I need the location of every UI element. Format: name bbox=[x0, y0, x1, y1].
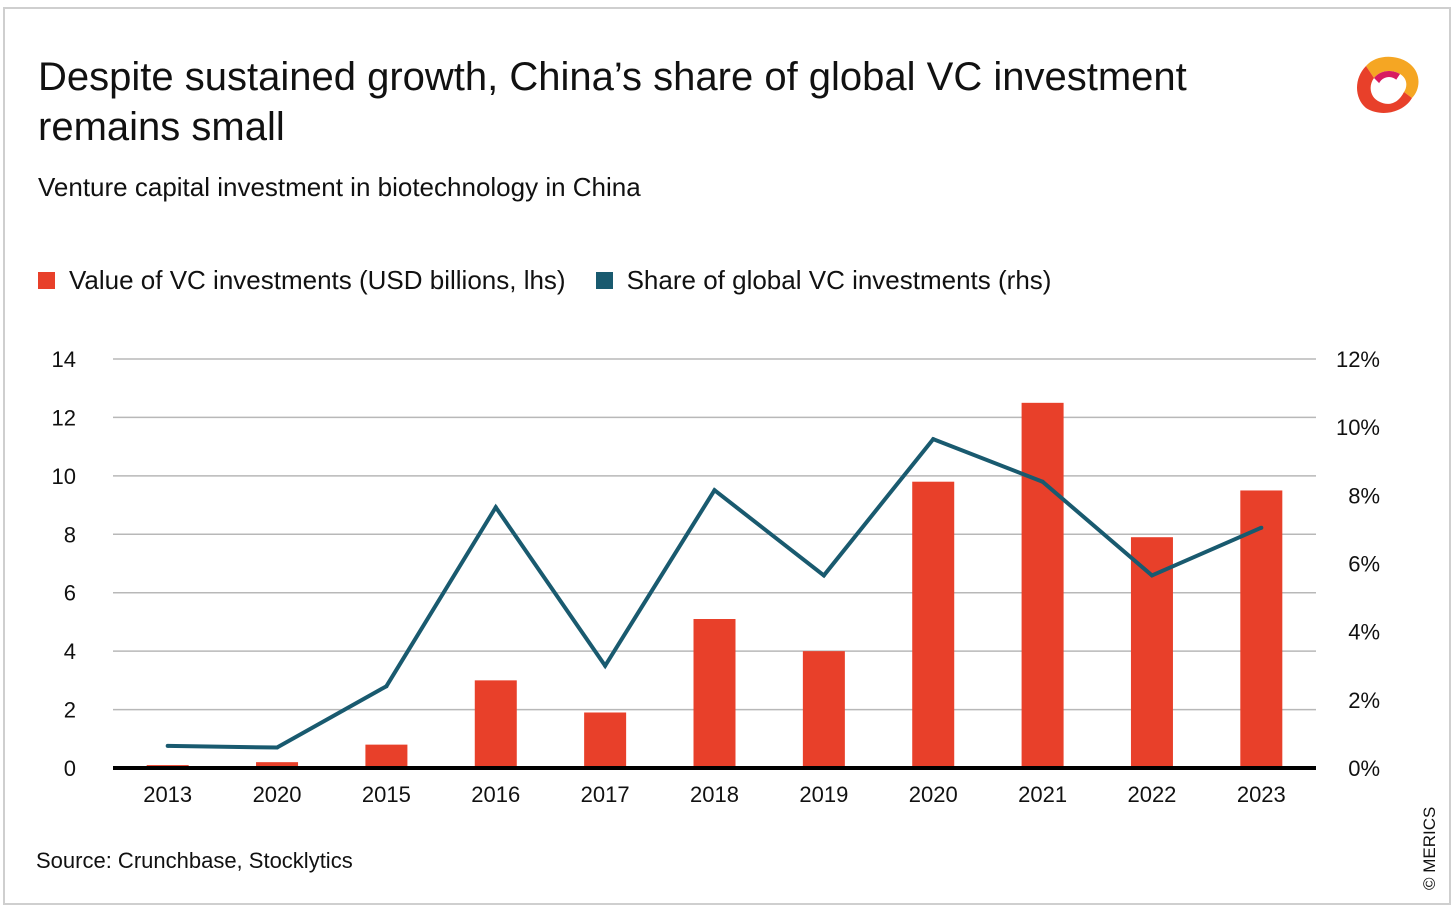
legend-label-bars: Value of VC investments (USD billions, l… bbox=[69, 264, 566, 295]
line-point bbox=[275, 745, 280, 750]
line-point bbox=[384, 684, 389, 689]
legend-item-line: Share of global VC investments (rhs) bbox=[595, 264, 1052, 296]
bar-series bbox=[146, 402, 1283, 768]
x-tick-label: 2020 bbox=[909, 782, 958, 807]
line-point bbox=[1259, 525, 1264, 530]
line-point bbox=[165, 743, 170, 748]
source-note: Source: Crunchbase, Stocklytics bbox=[36, 848, 353, 873]
legend-item-bars: Value of VC investments (USD billions, l… bbox=[38, 265, 566, 296]
y-left-tick-label: 2 bbox=[64, 698, 76, 723]
copyright-note: © MERICS bbox=[1420, 800, 1440, 900]
bar bbox=[474, 680, 517, 768]
bar bbox=[912, 481, 955, 768]
x-tick-label: 2015 bbox=[362, 782, 411, 807]
y-left-tick-label: 6 bbox=[64, 581, 76, 606]
y-left-tick-label: 4 bbox=[64, 639, 76, 664]
bar bbox=[1021, 402, 1064, 768]
y-left-tick-label: 8 bbox=[64, 522, 76, 547]
legend-swatch-line bbox=[595, 271, 613, 289]
bar bbox=[584, 712, 627, 768]
x-tick-label: 2022 bbox=[1127, 782, 1176, 807]
x-tick-label: 2018 bbox=[690, 782, 739, 807]
line-point bbox=[712, 488, 717, 493]
bar bbox=[365, 744, 408, 768]
line-point bbox=[493, 505, 498, 510]
y-right-tick-label: 12% bbox=[1336, 347, 1380, 372]
x-tick-label: 2016 bbox=[471, 782, 520, 807]
legend-swatch-bars bbox=[38, 271, 55, 289]
bar bbox=[802, 651, 845, 768]
chart-legend: Value of VC investments (USD billions, l… bbox=[38, 262, 1081, 298]
y-right-tick-label: 2% bbox=[1348, 688, 1380, 713]
bar bbox=[693, 619, 736, 768]
y-right-tick-label: 6% bbox=[1348, 552, 1380, 577]
y-right-tick-label: 8% bbox=[1348, 483, 1380, 508]
bar bbox=[1130, 537, 1173, 768]
y-left-tick-label: 0 bbox=[64, 756, 76, 781]
line-point bbox=[603, 663, 608, 668]
x-tick-label: 2017 bbox=[581, 782, 630, 807]
merics-logo-icon bbox=[1357, 56, 1419, 113]
bar bbox=[256, 762, 299, 768]
chart-title: Despite sustained growth, China’s share … bbox=[38, 55, 1187, 149]
chart-subtitle: Venture capital investment in biotechnol… bbox=[38, 172, 641, 202]
line-point bbox=[1040, 479, 1045, 484]
x-tick-label: 2021 bbox=[1018, 782, 1067, 807]
line-series bbox=[165, 436, 1264, 750]
legend-label-line: Share of global VC investments (rhs) bbox=[626, 264, 1052, 295]
y-left-tick-label: 14 bbox=[52, 347, 76, 372]
y-left-tick-label: 10 bbox=[52, 464, 76, 489]
line-point bbox=[821, 573, 826, 578]
line-point bbox=[1149, 573, 1154, 578]
y-left-tick-label: 12 bbox=[52, 405, 76, 430]
x-tick-label: 2019 bbox=[799, 782, 848, 807]
x-tick-label: 2020 bbox=[253, 782, 302, 807]
line-point bbox=[931, 437, 936, 442]
y-right-tick-label: 10% bbox=[1336, 415, 1380, 440]
y-right-tick-label: 4% bbox=[1348, 620, 1380, 645]
x-tick-label: 2023 bbox=[1237, 782, 1286, 807]
copyright-text: © MERICS bbox=[1420, 806, 1439, 890]
y-right-tick-label: 0% bbox=[1348, 756, 1380, 781]
x-tick-label: 2013 bbox=[143, 782, 192, 807]
tick-labels: 0 2 4 6 8 10 12 14 0% 2% 4% 6% 8% 10% 12% 2013 2020 2015 2… bbox=[52, 347, 1380, 807]
bar bbox=[1240, 490, 1283, 768]
chart-frame bbox=[3, 7, 1451, 905]
